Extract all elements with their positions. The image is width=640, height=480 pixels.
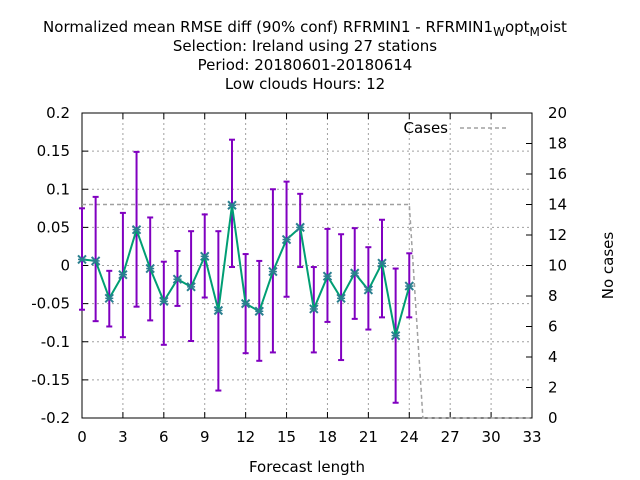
y-tick-label: 0.05 (37, 218, 70, 236)
y-tick-label: -0.05 (31, 295, 70, 313)
y2-tick-label: 0 (548, 409, 558, 427)
x-tick-label: 21 (359, 428, 378, 446)
y-tick-label: 0.2 (46, 104, 70, 122)
y2-tick-label: 6 (548, 318, 558, 336)
x-tick-label: 6 (159, 428, 169, 446)
cases-line (82, 203, 532, 419)
x-tick-label: 30 (482, 428, 501, 446)
mean-series (77, 200, 414, 341)
data-point (295, 222, 305, 233)
y2-tick-label: 18 (548, 135, 567, 153)
y-tick-label: -0.2 (41, 409, 70, 427)
data-point (322, 271, 333, 281)
y2-tick-label: 16 (548, 165, 567, 183)
data-point (350, 268, 360, 278)
title-sub-4: oist (540, 18, 567, 36)
x-tick-label: 0 (77, 428, 87, 446)
x-axis-label: Forecast length (249, 458, 365, 476)
data-point (145, 263, 155, 274)
data-point (363, 285, 374, 295)
y2-axis-label: No cases (599, 232, 617, 300)
data-point (240, 298, 251, 309)
title-sub-2: opt (505, 18, 530, 36)
y2-tick-label: 20 (548, 104, 567, 122)
x-tick-label: 3 (118, 428, 128, 446)
title-line-0: Normalized mean RMSE diff (90% conf) RFR… (43, 18, 567, 39)
y-tick-label: 0.15 (37, 142, 70, 160)
x-tick-label: 33 (522, 428, 541, 446)
x-tick-label: 18 (318, 428, 337, 446)
data-point (118, 269, 128, 280)
x-tick-label: 24 (400, 428, 419, 446)
data-point (227, 200, 237, 210)
y2-tick-label: 14 (548, 196, 567, 214)
title-line-2: Period: 20180601-20180614 (198, 56, 413, 74)
legend-label-cases: Cases (403, 119, 448, 137)
data-point (186, 282, 196, 292)
title-sub-1: W (493, 25, 505, 39)
title-sub-3: M (530, 25, 540, 39)
y2-tick-label: 2 (548, 379, 558, 397)
x-tick-label: 12 (236, 428, 255, 446)
y-tick-label: -0.1 (41, 333, 70, 351)
y-tick-label: 0.1 (46, 180, 70, 198)
data-point (200, 251, 210, 262)
y-axis: 0.2 0.15 0.1 0.05 0 -0.05 -0.1 -0.15 -0.2 (31, 104, 88, 427)
data-point (172, 274, 183, 284)
data-point (90, 256, 101, 266)
x-tick-label: 9 (200, 428, 210, 446)
cases-series (82, 203, 532, 419)
data-point (377, 258, 387, 268)
data-point (213, 305, 224, 316)
x-axis: 0 3 6 9 12 15 18 21 24 27 30 33 (77, 113, 542, 446)
data-point (309, 304, 319, 314)
legend: Cases (403, 119, 506, 137)
data-point (77, 254, 87, 265)
data-point (281, 234, 292, 245)
title-line-1: Selection: Ireland using 27 stations (173, 37, 437, 55)
data-point (254, 306, 264, 316)
y-tick-label: -0.15 (31, 371, 70, 389)
data-point (159, 296, 169, 307)
y2-tick-label: 12 (548, 226, 567, 244)
data-point (268, 266, 278, 277)
data-point (404, 281, 414, 291)
data-point (336, 293, 346, 303)
y2-tick-label: 10 (548, 257, 567, 275)
x-tick-label: 15 (277, 428, 296, 446)
x-tick-label: 27 (441, 428, 460, 446)
data-point (390, 330, 401, 341)
grid (82, 113, 532, 418)
data-point (131, 224, 142, 235)
y2-tick-label: 8 (548, 287, 558, 305)
y-tick-label: 0 (60, 257, 70, 275)
y2-tick-label: 4 (548, 348, 558, 366)
chart-title: Normalized mean RMSE diff (90% conf) RFR… (43, 18, 567, 93)
data-point (104, 293, 114, 303)
title-line-3: Low clouds Hours: 12 (225, 75, 385, 93)
